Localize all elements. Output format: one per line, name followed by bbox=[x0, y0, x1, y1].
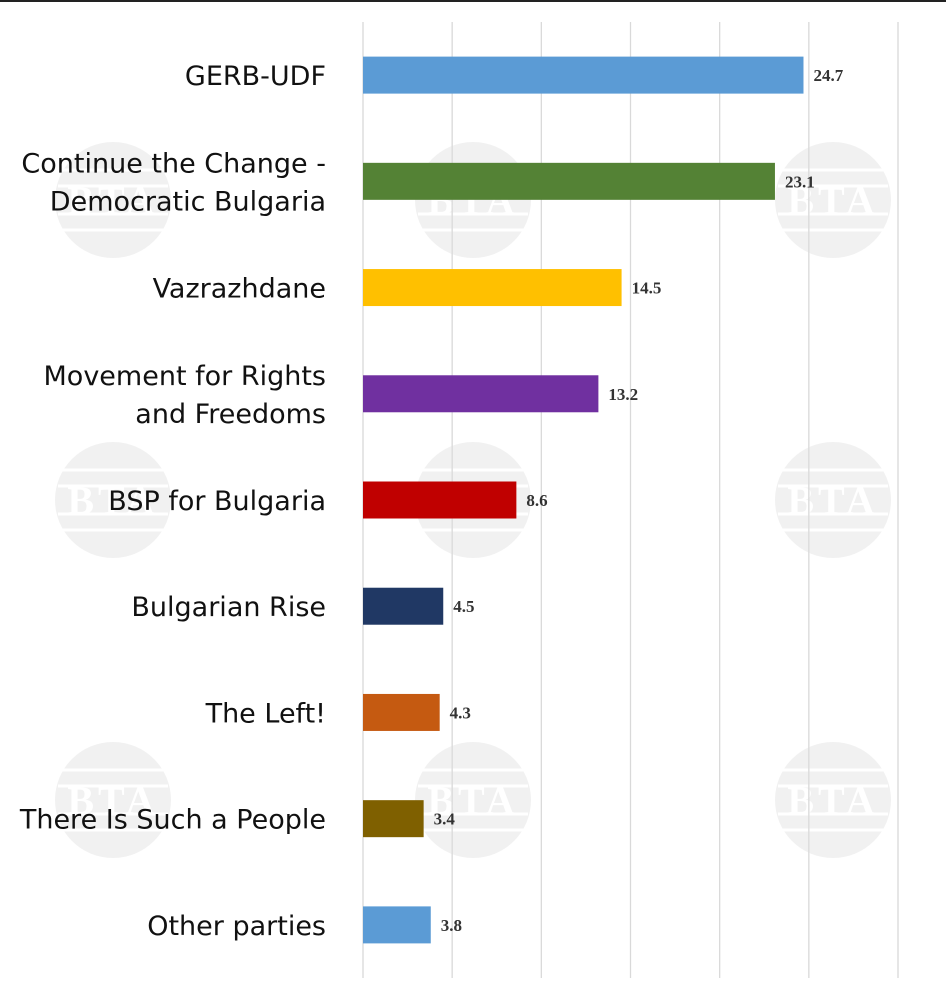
watermark-text: BTA bbox=[67, 478, 158, 523]
category-label: Other parties bbox=[147, 911, 326, 942]
watermark-text: BTA bbox=[787, 478, 878, 523]
value-label: 14.5 bbox=[632, 279, 662, 298]
category-label: and Freedoms bbox=[135, 399, 326, 430]
bars-layer bbox=[363, 56, 804, 944]
category-label: Continue the Change - bbox=[21, 148, 326, 179]
bar bbox=[363, 906, 431, 944]
bar bbox=[363, 481, 517, 519]
watermark-logo: BTA bbox=[55, 442, 171, 558]
watermark-text: BTA bbox=[787, 178, 878, 223]
watermark-logo: BTA bbox=[55, 742, 171, 858]
watermark-logo: BTA bbox=[415, 742, 531, 858]
category-label: GERB-UDF bbox=[185, 61, 326, 92]
value-label: 4.5 bbox=[453, 597, 474, 616]
category-label: Democratic Bulgaria bbox=[50, 186, 326, 217]
category-label: Bulgarian Rise bbox=[131, 592, 326, 623]
value-label: 3.4 bbox=[434, 810, 456, 829]
bar bbox=[363, 693, 440, 731]
value-label: 8.6 bbox=[526, 491, 547, 510]
category-label: The Left! bbox=[205, 698, 326, 729]
top-border bbox=[0, 0, 946, 2]
bar bbox=[363, 800, 424, 838]
category-label: There Is Such a People bbox=[19, 805, 326, 836]
category-label: BSP for Bulgaria bbox=[108, 486, 326, 517]
bar bbox=[363, 56, 804, 94]
category-labels-layer: GERB-UDF Continue the Change - Democratic … bbox=[19, 61, 326, 942]
watermark-text: BTA bbox=[67, 778, 158, 823]
watermark-logo: BTA bbox=[775, 742, 891, 858]
value-label: 3.8 bbox=[441, 916, 462, 935]
value-label: 24.7 bbox=[813, 66, 843, 85]
value-label: 4.3 bbox=[450, 703, 471, 722]
watermark-logo: BTA bbox=[775, 442, 891, 558]
bar bbox=[363, 269, 622, 307]
watermark-logo: BTA bbox=[775, 142, 891, 258]
watermark-text: BTA bbox=[427, 778, 518, 823]
bar bbox=[363, 162, 775, 200]
value-labels-layer: 24.7 23.1 14.5 13.2 8.6 4.5 4.3 3.4 3.8 bbox=[434, 66, 844, 935]
category-label: Vazrazhdane bbox=[153, 274, 326, 305]
value-label: 13.2 bbox=[608, 385, 638, 404]
bar bbox=[363, 375, 599, 413]
watermark-text: BTA bbox=[787, 778, 878, 823]
watermark-logo: BTA bbox=[415, 142, 531, 258]
category-label: Movement for Rights bbox=[44, 361, 326, 392]
watermark-logo: BTA bbox=[55, 142, 171, 258]
watermark-text: BTA bbox=[67, 178, 158, 223]
value-label: 23.1 bbox=[785, 172, 815, 191]
bar bbox=[363, 587, 444, 625]
